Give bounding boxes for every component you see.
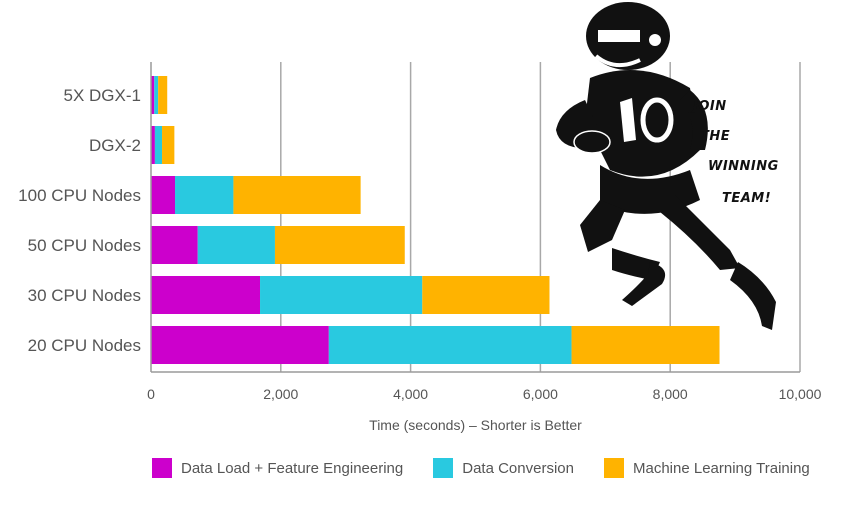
legend-label: Data Load + Feature Engineering — [181, 459, 404, 477]
legend-item: Data Load + Feature Engineering — [152, 458, 403, 478]
x-tick-label: 2,000 — [263, 386, 298, 402]
bar-segment — [151, 326, 329, 364]
slogan: JOIN THE WINNING TEAM! — [690, 99, 779, 206]
category-label: 100 CPU Nodes — [18, 186, 141, 205]
bar-segment — [175, 176, 234, 214]
legend-item: Machine Learning Training — [603, 458, 810, 478]
bar-segment — [151, 226, 198, 264]
bar-segment — [151, 276, 261, 314]
bar-segment — [158, 76, 168, 114]
bar-segment — [274, 226, 405, 264]
slogan-line: TEAM! — [722, 191, 771, 206]
x-axis-title: Time (seconds) – Shorter is Better — [369, 417, 582, 433]
legend-swatch — [433, 458, 454, 478]
category-label: 20 CPU Nodes — [28, 336, 141, 355]
bar-segment — [162, 126, 175, 164]
category-label: 50 CPU Nodes — [28, 236, 141, 255]
legend-swatch — [603, 458, 624, 478]
x-tick-label: 10,000 — [779, 386, 822, 402]
legend-label: Data Conversion — [462, 459, 574, 477]
category-label: DGX-2 — [89, 136, 141, 155]
x-tick-label: 6,000 — [523, 386, 558, 402]
bar-segment — [154, 76, 159, 114]
legend-label: Machine Learning Training — [632, 459, 810, 477]
x-tick-label: 4,000 — [393, 386, 428, 402]
bar-segment — [151, 176, 176, 214]
bar-segment — [571, 326, 720, 364]
category-label: 5X DGX-1 — [64, 86, 141, 105]
bar-segment — [197, 226, 275, 264]
slogan-line: JOIN — [690, 99, 727, 114]
x-tick-label: 0 — [147, 386, 155, 402]
legend: Data Load + Feature Engineering Data Con… — [152, 458, 840, 478]
legend-item: Data Conversion — [433, 458, 574, 478]
legend-swatch — [152, 458, 172, 478]
category-label: 30 CPU Nodes — [28, 286, 141, 305]
bars — [151, 76, 720, 364]
bar-segment — [260, 276, 423, 314]
category-labels: 5X DGX-1 DGX-2 100 CPU Nodes 50 CPU Nodes 30… — [18, 86, 141, 355]
bar-segment — [422, 276, 550, 314]
x-tick-labels: 0 2,000 4,000 6,000 8,000 10,000 — [147, 386, 822, 402]
bar-segment — [328, 326, 572, 364]
slogan-line: THE — [700, 129, 730, 144]
football-player-icon — [556, 2, 776, 330]
slogan-line: WINNING — [708, 159, 779, 174]
bar-segment — [233, 176, 361, 214]
bar-segment — [151, 76, 155, 114]
x-tick-label: 8,000 — [653, 386, 688, 402]
bar-segment — [151, 126, 155, 164]
bar-segment — [154, 126, 163, 164]
